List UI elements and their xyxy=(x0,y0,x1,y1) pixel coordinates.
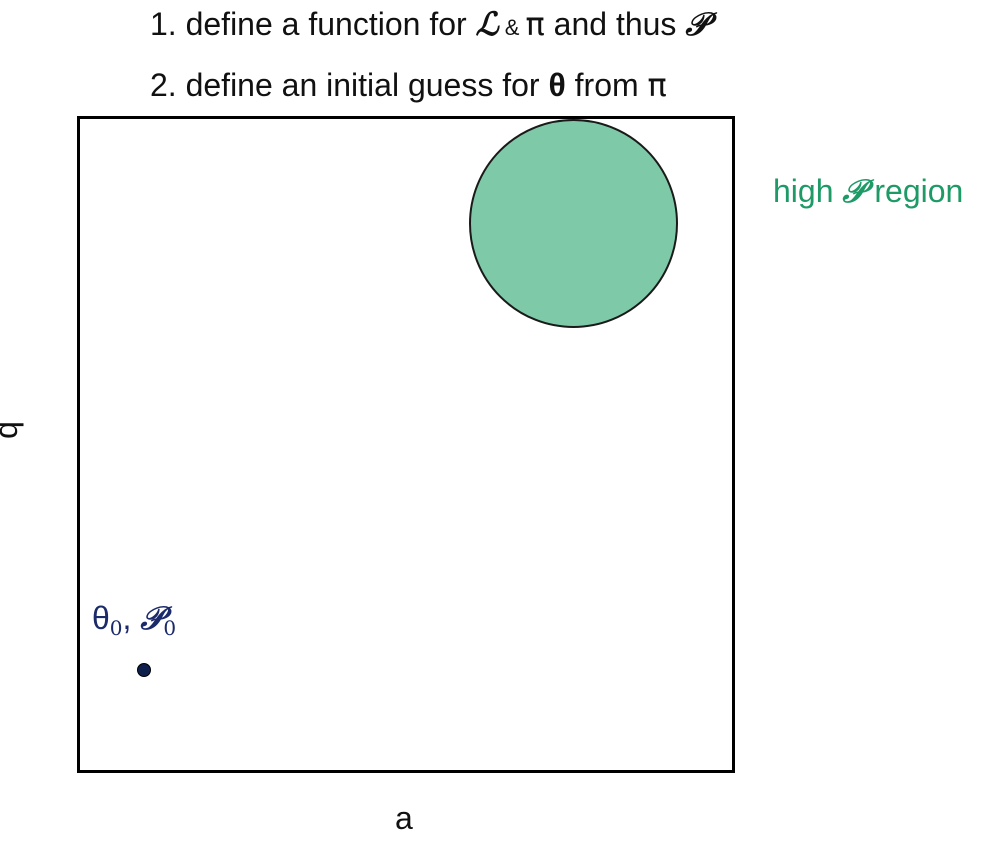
ampersand: & xyxy=(498,15,526,40)
step-2-number: 2. xyxy=(150,67,177,103)
initial-posterior-symbol: 𝒫 xyxy=(140,599,164,637)
x-axis-label: a xyxy=(395,800,413,836)
theta-symbol: θ xyxy=(548,67,566,103)
prior-symbol: π xyxy=(525,5,545,43)
prior-symbol-2: π xyxy=(647,66,667,104)
step-1-text-a: define a function for xyxy=(176,6,476,42)
initial-theta-symbol: θ xyxy=(92,600,110,636)
likelihood-symbol: ℒ xyxy=(475,5,499,43)
y-axis-label: b xyxy=(0,421,29,439)
step-1-number: 1. xyxy=(150,6,177,42)
step-2-text-a: define an initial guess for xyxy=(176,67,549,103)
high-posterior-region-label: high 𝒫 region xyxy=(773,173,963,209)
step-1-text: 1. define a function for ℒ & π and thus … xyxy=(150,6,708,46)
step-2-text-b: from xyxy=(565,67,648,103)
high-posterior-region-circle xyxy=(469,119,678,328)
step-2-text: 2. define an initial guess for θ from π xyxy=(150,67,667,103)
initial-theta-subscript: 0 xyxy=(109,616,123,640)
step-1-text-b: and thus xyxy=(544,6,686,42)
region-label-prefix: high xyxy=(773,173,843,209)
initial-guess-point xyxy=(137,663,151,677)
initial-label-separator: , xyxy=(122,600,141,636)
parameter-space-box xyxy=(77,116,735,773)
region-posterior-symbol: 𝒫 xyxy=(842,172,866,210)
initial-posterior-subscript: 0 xyxy=(163,616,177,640)
posterior-symbol: 𝒫 xyxy=(685,5,709,43)
initial-point-label: θ0, 𝒫0 xyxy=(92,600,176,646)
region-label-suffix: region xyxy=(865,173,964,209)
